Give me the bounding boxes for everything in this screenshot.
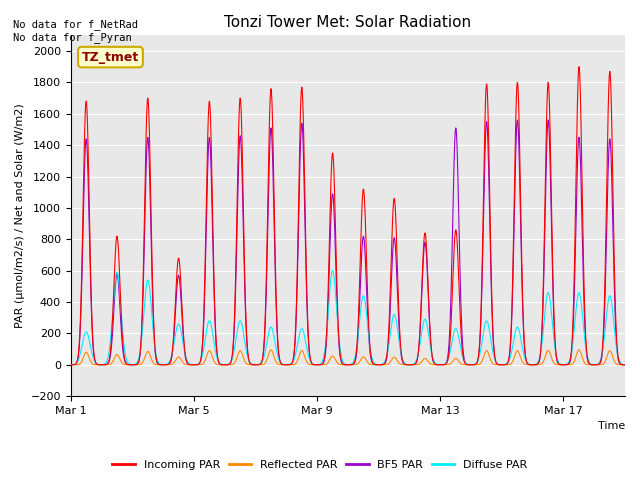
Text: TZ_tmet: TZ_tmet [82,50,139,63]
Legend: Incoming PAR, Reflected PAR, BF5 PAR, Diffuse PAR: Incoming PAR, Reflected PAR, BF5 PAR, Di… [108,456,532,474]
X-axis label: Time: Time [598,421,625,432]
Y-axis label: PAR (μmol/m2/s) / Net and Solar (W/m2): PAR (μmol/m2/s) / Net and Solar (W/m2) [15,103,25,328]
Text: No data for f_NetRad
No data for f_Pyran: No data for f_NetRad No data for f_Pyran [13,19,138,43]
Title: Tonzi Tower Met: Solar Radiation: Tonzi Tower Met: Solar Radiation [225,15,472,30]
